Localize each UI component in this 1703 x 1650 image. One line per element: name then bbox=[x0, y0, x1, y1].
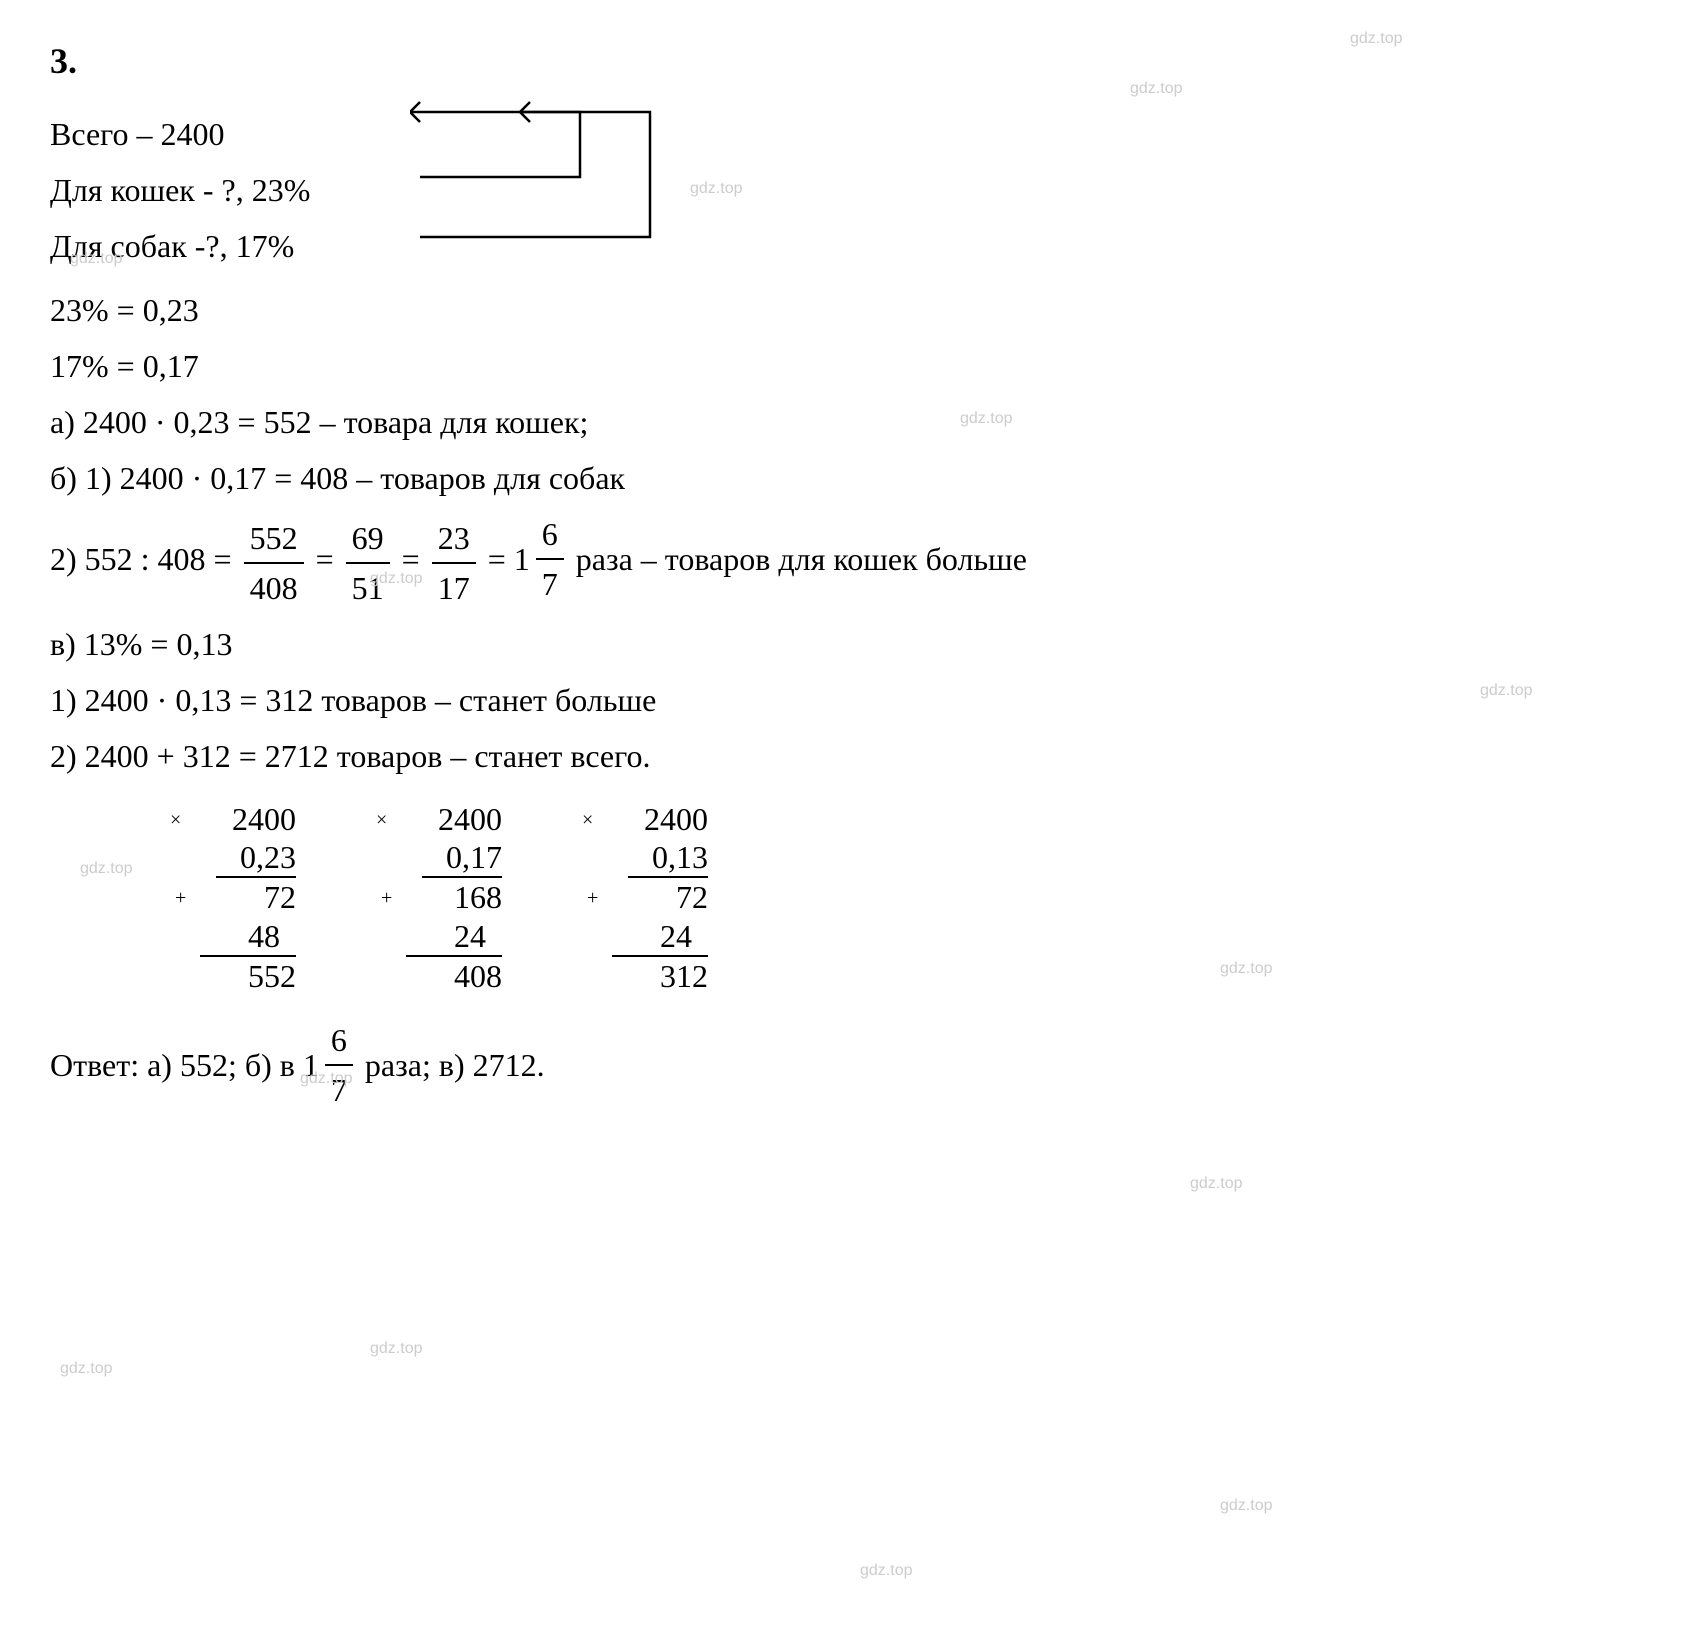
watermark: gdz.top bbox=[60, 1360, 112, 1378]
frac3-den: 17 bbox=[432, 564, 476, 612]
equals-2: = bbox=[402, 541, 428, 577]
conversion-2: 17% = 0,17 bbox=[50, 342, 1653, 390]
watermark: gdz.top bbox=[1130, 80, 1182, 98]
mult-sign-icon: × bbox=[582, 808, 593, 832]
part-b-line1: б) 1) 2400 · 0,17 = 408 – товаров для со… bbox=[50, 454, 1653, 502]
watermark: gdz.top bbox=[80, 860, 132, 878]
answer-frac: 6 7 bbox=[325, 1016, 353, 1114]
answer-den: 7 bbox=[325, 1066, 353, 1114]
fraction-2: 69 51 bbox=[346, 514, 390, 612]
col1-result: 552 bbox=[248, 958, 296, 994]
mult-sign-icon: × bbox=[376, 808, 387, 832]
col2-factor: 0,17 bbox=[422, 838, 502, 878]
frac2-num: 69 bbox=[346, 514, 390, 564]
col3-top: 2400 bbox=[644, 801, 708, 837]
bracket-arrows-icon bbox=[410, 97, 690, 267]
total-line: Всего – 2400 bbox=[50, 110, 310, 158]
mixed-fraction-b: 1 6 7 bbox=[514, 510, 568, 608]
dogs-line: Для собак -?, 17% bbox=[50, 222, 310, 270]
part-b-suffix: раза – товаров для кошек больше bbox=[576, 541, 1027, 577]
answer-suffix: раза; в) 2712. bbox=[365, 1047, 545, 1083]
answer-num: 6 bbox=[325, 1016, 353, 1066]
answer-whole: 1 bbox=[303, 1041, 319, 1089]
col2-p2: 24 bbox=[406, 917, 502, 957]
column-1: × 2400 0,23 +72 48 552 bbox=[170, 800, 296, 996]
part-c-line3: 2) 2400 + 312 = 2712 товаров – станет вс… bbox=[50, 732, 1653, 780]
col3-result: 312 bbox=[660, 958, 708, 994]
mixed-den-b: 7 bbox=[536, 560, 564, 608]
mult-sign-icon: × bbox=[170, 808, 181, 832]
col2-result: 408 bbox=[454, 958, 502, 994]
col2-p1: 168 bbox=[454, 879, 502, 915]
column-3: × 2400 0,13 +72 24 312 bbox=[582, 800, 708, 996]
watermark: gdz.top bbox=[860, 1562, 912, 1580]
equals-3: = bbox=[488, 541, 514, 577]
answer-line: Ответ: а) 552; б) в 1 6 7 раза; в) 2712. bbox=[50, 1016, 1653, 1114]
part-c-line2: 1) 2400 · 0,13 = 312 товаров – станет бо… bbox=[50, 676, 1653, 724]
mixed-whole-b: 1 bbox=[514, 535, 530, 583]
part-b-prefix: 2) 552 : 408 = bbox=[50, 541, 240, 577]
mixed-num-b: 6 bbox=[536, 510, 564, 560]
watermark: gdz.top bbox=[1190, 1175, 1242, 1193]
multiplication-columns: × 2400 0,23 +72 48 552 × 2400 0,17 +168 24… bbox=[170, 800, 1653, 996]
fraction-3: 23 17 bbox=[432, 514, 476, 612]
mixed-fraction-answer: 1 6 7 bbox=[303, 1016, 357, 1114]
col3-p1: 72 bbox=[676, 879, 708, 915]
col1-factor: 0,23 bbox=[216, 838, 296, 878]
problem-number: 3. bbox=[50, 40, 1653, 82]
plus-sign-icon: + bbox=[587, 886, 598, 910]
frac3-num: 23 bbox=[432, 514, 476, 564]
part-c-line1: в) 13% = 0,13 bbox=[50, 620, 1653, 668]
part-a: а) 2400 · 0,23 = 552 – товара для кошек; bbox=[50, 398, 1653, 446]
col1-top: 2400 bbox=[232, 801, 296, 837]
plus-sign-icon: + bbox=[381, 886, 392, 910]
col3-factor: 0,13 bbox=[628, 838, 708, 878]
col2-top: 2400 bbox=[438, 801, 502, 837]
col1-p1: 72 bbox=[264, 879, 296, 915]
mixed-frac-b: 6 7 bbox=[536, 510, 564, 608]
cats-line: Для кошек - ?, 23% bbox=[50, 166, 310, 214]
plus-sign-icon: + bbox=[175, 886, 186, 910]
col1-p2: 48 bbox=[200, 917, 296, 957]
part-b-line2: 2) 552 : 408 = 552 408 = 69 51 = 23 17 =… bbox=[50, 510, 1653, 612]
given-block: Всего – 2400 Для кошек - ?, 23% Для соба… bbox=[50, 102, 310, 278]
equals-1: = bbox=[316, 541, 342, 577]
answer-prefix: Ответ: а) 552; б) в bbox=[50, 1047, 303, 1083]
watermark: gdz.top bbox=[690, 180, 742, 198]
frac1-num: 552 bbox=[244, 514, 304, 564]
frac1-den: 408 bbox=[244, 564, 304, 612]
frac2-den: 51 bbox=[346, 564, 390, 612]
col3-p2: 24 bbox=[612, 917, 708, 957]
fraction-1: 552 408 bbox=[244, 514, 304, 612]
column-2: × 2400 0,17 +168 24 408 bbox=[376, 800, 502, 996]
watermark: gdz.top bbox=[370, 1340, 422, 1358]
watermark: gdz.top bbox=[1220, 1497, 1272, 1515]
conversion-1: 23% = 0,23 bbox=[50, 286, 1653, 334]
